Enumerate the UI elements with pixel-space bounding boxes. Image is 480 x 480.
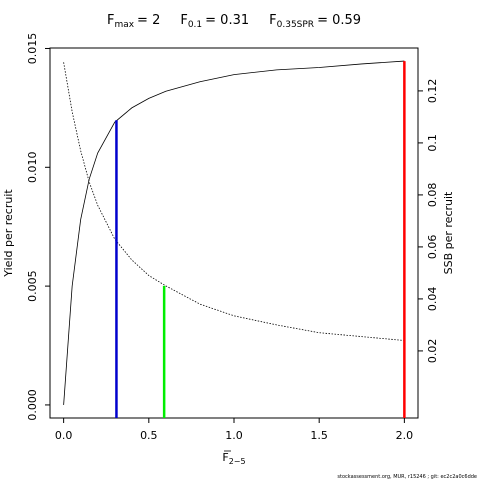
title-value: = 0.59 — [317, 13, 361, 28]
series-line — [63, 62, 405, 341]
chart-title: Fmax = 2 F0.1 = 0.31 F0.35SPR = 0.59 — [107, 13, 361, 30]
y2-axis-label: SSB per recruit — [442, 191, 455, 274]
y-tick-label: 0.000 — [26, 389, 39, 421]
y-tick-label: 0.005 — [26, 270, 39, 302]
x-tick-label: 1.0 — [225, 429, 243, 442]
title-value: = 2 — [137, 13, 160, 28]
y2-tick-label: 0.04 — [426, 287, 439, 312]
title-subscript: 0.1 — [188, 20, 202, 30]
title-symbol: F — [269, 13, 276, 28]
x-tick-label: 1.5 — [310, 429, 328, 442]
x-tick-label: 2.0 — [396, 429, 414, 442]
y2-tick-label: 0.08 — [426, 183, 439, 208]
plot-box — [49, 47, 419, 419]
y2-tick-label: 0.02 — [426, 339, 439, 364]
y2-tick-label: 0.12 — [426, 79, 439, 104]
x-axis-label: F2−5 — [222, 451, 245, 466]
y-axis-label: Yield per recruit — [2, 189, 15, 278]
x-tick-label: 0.0 — [55, 429, 73, 442]
x-tick-label: 0.5 — [140, 429, 158, 442]
title-subscript: max — [114, 20, 134, 30]
footer: stockassessment.org, MUR, r15246 ; git: … — [337, 474, 477, 480]
y2-tick-label: 0.1 — [426, 134, 439, 152]
y-tick-label: 0.010 — [26, 152, 39, 184]
x-axis-label-sub: 2−5 — [229, 457, 246, 466]
series-line — [63, 60, 405, 405]
y2-tick-label: 0.06 — [426, 235, 439, 260]
title-symbol: F — [107, 13, 114, 28]
title-subscript: 0.35SPR — [277, 20, 314, 30]
x-axis-label-main: F — [222, 451, 228, 464]
y-tick-label: 0.015 — [26, 33, 39, 65]
title-value: = 0.31 — [205, 13, 249, 28]
title-symbol: F — [180, 13, 187, 28]
